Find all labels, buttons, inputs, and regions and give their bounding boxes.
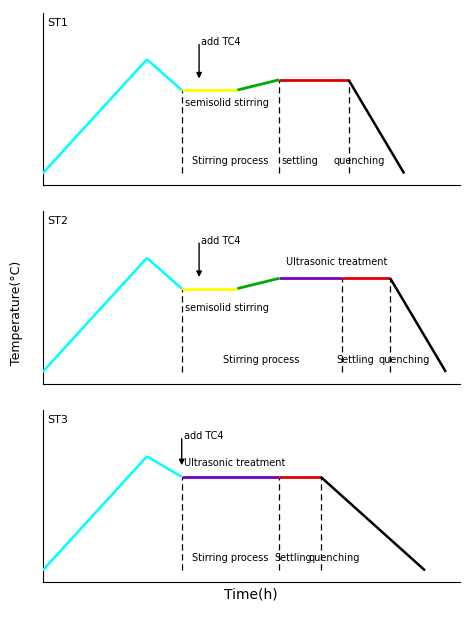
Text: add TC4: add TC4 (184, 431, 223, 441)
Text: ST3: ST3 (47, 415, 68, 424)
Text: Temperature(°C): Temperature(°C) (10, 261, 23, 365)
Text: settling: settling (282, 156, 318, 166)
Text: add TC4: add TC4 (201, 236, 241, 246)
Text: Stirring process: Stirring process (192, 156, 269, 166)
Text: Ultrasonic treatment: Ultrasonic treatment (184, 458, 285, 468)
Text: ST1: ST1 (47, 18, 68, 28)
Text: Settling: Settling (274, 553, 312, 563)
Text: Stirring process: Stirring process (192, 553, 269, 563)
Text: ST2: ST2 (47, 216, 68, 226)
Text: semisolid stirring: semisolid stirring (185, 98, 269, 108)
Text: semisolid stirring: semisolid stirring (185, 304, 269, 314)
Text: Ultrasonic treatment: Ultrasonic treatment (286, 257, 387, 267)
Text: quenching: quenching (309, 553, 360, 563)
Text: Stirring process: Stirring process (223, 355, 300, 364)
Text: add TC4: add TC4 (201, 38, 241, 48)
Text: quenching: quenching (378, 355, 430, 364)
Text: quenching: quenching (333, 156, 385, 166)
Text: Settling: Settling (337, 355, 374, 364)
X-axis label: Time(h): Time(h) (224, 588, 278, 602)
